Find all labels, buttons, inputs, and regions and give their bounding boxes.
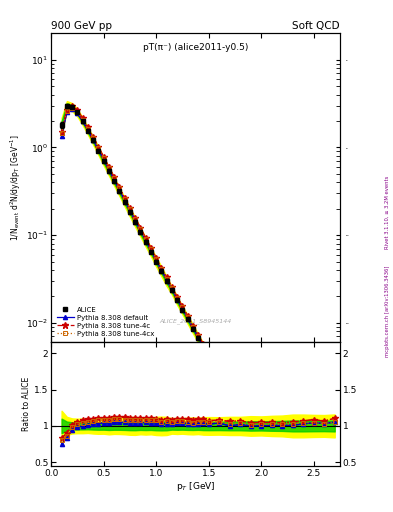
Text: mcplots.cern.ch [arXiv:1306.3436]: mcplots.cern.ch [arXiv:1306.3436] <box>385 265 389 357</box>
Text: Soft QCD: Soft QCD <box>292 20 340 31</box>
X-axis label: p$_T$ [GeV]: p$_T$ [GeV] <box>176 480 215 494</box>
Legend: ALICE, Pythia 8.308 default, Pythia 8.308 tune-4c, Pythia 8.308 tune-4cx: ALICE, Pythia 8.308 default, Pythia 8.30… <box>55 305 156 339</box>
Y-axis label: Ratio to ALICE: Ratio to ALICE <box>22 377 31 431</box>
Y-axis label: 1/N$_{\sf event}$ d$^2$N/dy/dp$_{\sf T}$ [GeV$^{-1}$]: 1/N$_{\sf event}$ d$^2$N/dy/dp$_{\sf T}$… <box>9 134 23 241</box>
Text: pT(π⁻) (alice2011-y0.5): pT(π⁻) (alice2011-y0.5) <box>143 42 248 52</box>
Text: Rivet 3.1.10, ≥ 3.2M events: Rivet 3.1.10, ≥ 3.2M events <box>385 176 389 249</box>
Text: 900 GeV pp: 900 GeV pp <box>51 20 112 31</box>
Text: ALICE_2011_S8945144: ALICE_2011_S8945144 <box>160 318 231 324</box>
